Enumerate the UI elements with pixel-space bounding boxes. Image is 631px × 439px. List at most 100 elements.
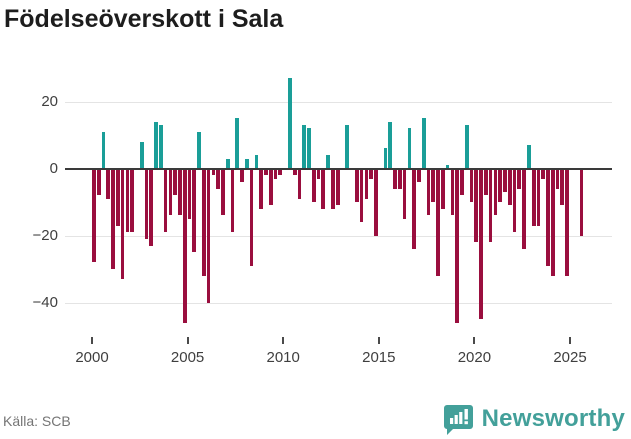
bar	[173, 168, 178, 196]
bar	[278, 168, 283, 176]
bar	[460, 168, 464, 196]
bar	[555, 168, 560, 189]
x-axis-tick	[569, 337, 571, 344]
bar	[259, 168, 264, 209]
x-axis-tick-label: 2020	[457, 349, 492, 366]
bar	[550, 168, 555, 276]
bar	[474, 168, 479, 243]
bar	[154, 121, 158, 169]
bar	[225, 158, 230, 169]
x-axis-tick	[377, 337, 380, 344]
bar	[249, 168, 254, 266]
bar	[288, 78, 292, 169]
bar	[536, 168, 541, 226]
x-axis-tick	[186, 337, 189, 344]
bar	[264, 168, 268, 176]
plot-area	[65, 70, 612, 345]
bar	[445, 165, 450, 169]
bar	[388, 121, 393, 169]
bar	[426, 168, 431, 216]
bar	[307, 128, 311, 169]
bar	[302, 124, 307, 169]
bar	[201, 168, 206, 276]
bar	[488, 168, 493, 243]
y-axis-tick-label: −20	[32, 226, 58, 244]
bar	[216, 168, 221, 189]
bar	[421, 118, 426, 169]
bar	[326, 155, 330, 169]
y-axis-tick-label: −40	[32, 293, 58, 311]
bar	[527, 145, 531, 169]
bar	[436, 168, 440, 276]
bar	[464, 124, 469, 169]
bar	[354, 168, 359, 202]
bar	[240, 168, 244, 182]
bar	[139, 141, 144, 169]
bar	[125, 168, 130, 233]
bar	[522, 168, 526, 249]
bar	[402, 168, 407, 219]
bar	[507, 168, 512, 206]
bar	[479, 168, 483, 320]
bar	[106, 168, 111, 199]
source-label: Källa: SCB	[3, 413, 71, 429]
bar	[493, 168, 498, 216]
bar	[316, 168, 321, 179]
y-axis-tick-label: 20	[41, 92, 58, 110]
chart-title: Födelseöverskott i Sala	[4, 5, 284, 33]
bar	[130, 168, 134, 233]
x-axis-tick-label: 2025	[553, 349, 587, 366]
y-axis-tick-label: 0	[49, 159, 58, 177]
x-axis-tick	[282, 337, 285, 344]
x-axis-tick	[91, 337, 93, 344]
bar	[197, 131, 201, 169]
bar	[321, 168, 326, 209]
bar	[192, 168, 197, 253]
newsworthy-logo[interactable]: Newsworthy	[443, 402, 625, 436]
bar	[163, 168, 168, 233]
x-axis-tick-label: 2000	[75, 349, 109, 366]
bar	[579, 168, 584, 236]
bar	[345, 124, 350, 169]
bar	[311, 168, 316, 202]
bar	[235, 118, 240, 169]
bar	[498, 168, 503, 202]
bar	[383, 148, 388, 169]
bar	[221, 168, 225, 216]
bar	[503, 168, 507, 192]
bar	[268, 168, 273, 206]
x-axis-tick-label: 2010	[266, 349, 300, 366]
newsworthy-wordmark: Newsworthy	[481, 405, 625, 432]
newsworthy-bar-chart-bubble-icon	[443, 403, 474, 435]
bar	[397, 168, 402, 189]
bar	[364, 168, 369, 199]
bar	[115, 168, 120, 226]
bar	[168, 168, 173, 216]
bar	[245, 158, 249, 169]
bar	[111, 168, 115, 269]
bar	[369, 168, 373, 179]
bar	[560, 168, 565, 206]
bar	[158, 124, 163, 169]
bar	[297, 168, 302, 199]
bar	[484, 168, 488, 196]
bar	[359, 168, 364, 223]
bar	[331, 168, 335, 209]
bar	[393, 168, 397, 189]
x-axis-tick-label: 2005	[170, 349, 205, 366]
zero-line	[65, 167, 612, 170]
gridline	[65, 101, 612, 103]
bar	[512, 168, 517, 233]
bar	[455, 168, 460, 323]
bar	[335, 168, 340, 206]
bar	[417, 168, 421, 182]
bar	[149, 168, 154, 246]
bar	[101, 131, 106, 169]
bar	[565, 168, 569, 276]
bar	[254, 155, 259, 169]
bar	[96, 168, 101, 196]
bar	[120, 168, 125, 279]
bar	[230, 168, 235, 233]
bar	[182, 168, 187, 323]
